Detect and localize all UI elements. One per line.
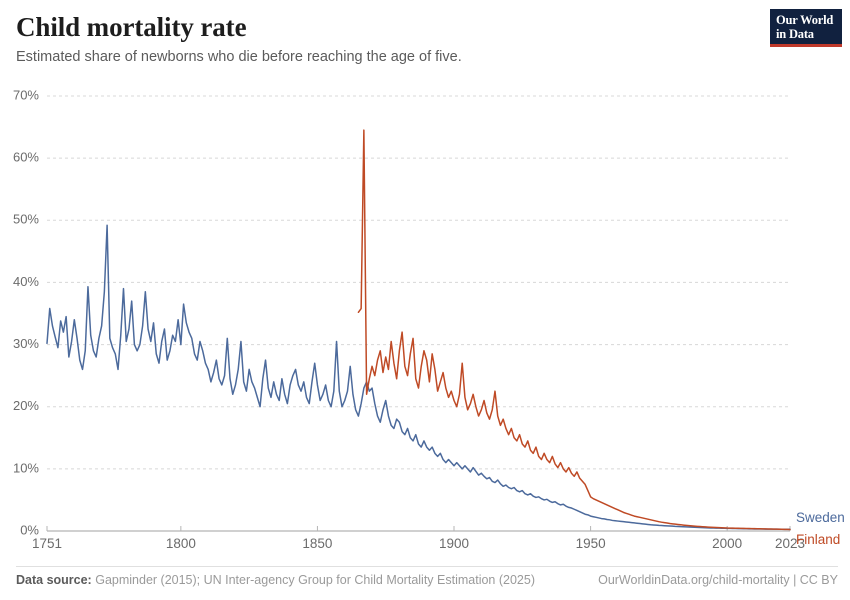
footer-license-link[interactable]: OurWorldinData.org/child-mortality | CC … [598, 573, 838, 587]
y-axis-tick-label: 70% [13, 87, 39, 102]
data-source: Data source: Gapminder (2015); UN Inter-… [16, 573, 535, 587]
series-line-sweden[interactable] [46, 224, 791, 531]
y-axis-tick-label: 40% [13, 274, 39, 289]
y-axis-tick-label: 20% [13, 398, 39, 413]
x-axis-tick-label: 1950 [576, 536, 606, 551]
data-source-label: Data source: [16, 573, 92, 587]
y-axis-tick-label: 60% [13, 150, 39, 165]
owid-logo-line2: in Data [776, 27, 814, 41]
chart-subtitle: Estimated share of newborns who die befo… [16, 49, 462, 65]
y-axis-tick-label: 50% [13, 212, 39, 227]
page-title: Child mortality rate [16, 12, 247, 42]
x-axis-tick-label: 1751 [32, 536, 62, 551]
series-line-finland[interactable] [357, 129, 791, 531]
y-axis-tick-label: 10% [13, 460, 39, 475]
y-axis-tick-label: 0% [20, 522, 39, 537]
legend-label-sweden[interactable]: Sweden [796, 510, 845, 525]
chart-header: Child mortality rate Estimated share of … [16, 12, 736, 66]
y-axis-tick-label: 30% [13, 336, 39, 351]
x-axis-tick-label: 1900 [439, 536, 469, 551]
owid-logo-line1: Our World [776, 13, 834, 27]
x-axis-tick-label: 2000 [712, 536, 742, 551]
x-axis-tick-label: 1800 [166, 536, 196, 551]
owid-logo[interactable]: Our World in Data [770, 9, 842, 47]
x-axis-tick-label: 2023 [775, 536, 805, 551]
chart-footer: Data source: Gapminder (2015); UN Inter-… [16, 566, 838, 593]
x-axis-tick-label: 1850 [302, 536, 332, 551]
data-source-text: Gapminder (2015); UN Inter-agency Group … [95, 573, 535, 587]
legend-label-finland[interactable]: Finland [796, 532, 840, 547]
